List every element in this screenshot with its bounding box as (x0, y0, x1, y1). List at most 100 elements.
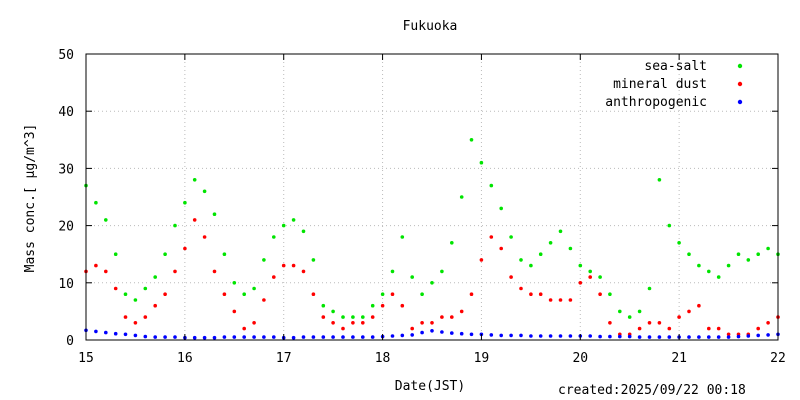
anthropogenic-point (697, 335, 701, 339)
sea_salt-point (173, 223, 177, 228)
mineral_dust-point (410, 326, 415, 331)
mineral_dust-series (84, 218, 780, 337)
mineral_dust-point (262, 298, 266, 302)
chart-title: Fukuoka (403, 19, 458, 34)
y-axis-label-group: Mass conc.[ μg/m^3] (23, 124, 38, 273)
anthropogenic-point (420, 330, 424, 335)
sea_salt-point (222, 252, 227, 256)
x-tick-label: 21 (671, 351, 687, 366)
anthropogenic-point (440, 330, 444, 334)
anthropogenic-point (529, 334, 533, 338)
sea_salt-point (598, 275, 602, 279)
sea_salt-point (380, 292, 385, 297)
mineral_dust-point (499, 246, 504, 251)
anthropogenic-point (321, 335, 326, 339)
anthropogenic-point (143, 334, 148, 339)
anthropogenic-point (608, 334, 612, 339)
mineral_dust-point (331, 321, 335, 325)
anthropogenic-point (262, 335, 266, 339)
mineral_dust-point (281, 263, 286, 268)
mineral_dust-point (726, 332, 731, 337)
y-tick-label: 0 (66, 334, 74, 349)
mineral_dust-point (509, 275, 513, 279)
sea_salt-point (104, 218, 108, 222)
y-tick-label: 30 (58, 162, 74, 177)
anthropogenic-point (499, 333, 504, 338)
anthropogenic-point (173, 335, 177, 339)
legend: sea-salt mineral dust anthropogenic (605, 59, 743, 110)
mineral_dust-point (361, 321, 365, 325)
anthropogenic-point (400, 333, 405, 338)
legend-marker-anthropogenic (737, 99, 743, 105)
mineral_dust-point (538, 292, 543, 297)
mineral_dust-point (400, 303, 405, 308)
x-tick-label: 17 (276, 351, 292, 366)
sea_salt-point (153, 275, 157, 279)
sea_salt-point (341, 315, 345, 319)
mineral_dust-point (222, 292, 227, 297)
mineral_dust-point (489, 235, 494, 239)
mineral_dust-point (469, 292, 474, 297)
anthropogenic-point (94, 329, 98, 334)
sea_salt-point (578, 263, 583, 268)
mineral_dust-point (766, 321, 770, 325)
mineral_dust-point (291, 263, 296, 268)
sea_salt-point (143, 286, 148, 291)
sea_salt-point (430, 281, 434, 285)
anthropogenic-point (459, 331, 464, 336)
y-tick-label: 10 (58, 277, 74, 292)
sea_salt-point (133, 298, 138, 302)
anthropogenic-point (538, 334, 543, 338)
mineral_dust-point (183, 246, 187, 251)
mineral_dust-point (657, 321, 662, 325)
sea_salt-point (183, 200, 187, 205)
anthropogenic-point (568, 334, 573, 338)
anthropogenic-point (232, 335, 237, 339)
anthropogenic-point (331, 335, 335, 339)
mineral_dust-point (163, 292, 167, 297)
anthropogenic-point (548, 334, 553, 338)
anthropogenic-point (627, 334, 632, 339)
mineral_dust-point (351, 321, 355, 325)
sea_salt-point (716, 275, 721, 279)
mineral_dust-point (608, 321, 612, 325)
anthropogenic-point (113, 331, 118, 336)
mineral_dust-point (232, 309, 237, 314)
anthropogenic-point (311, 335, 316, 339)
anthropogenic-point (756, 333, 760, 338)
sea_salt-point (242, 292, 246, 297)
sea_salt-point (232, 281, 237, 285)
mineral_dust-point (578, 281, 583, 285)
mineral_dust-point (568, 298, 573, 302)
anthropogenic-point (133, 333, 138, 338)
mineral_dust-point (143, 315, 148, 319)
mineral_dust-point (173, 269, 177, 274)
mineral_dust-point (598, 292, 602, 297)
sea_salt-point (113, 252, 118, 256)
anthropogenic-series (84, 328, 780, 340)
mineral_dust-point (242, 326, 246, 331)
mineral_dust-point (529, 292, 533, 297)
anthropogenic-point (637, 335, 642, 339)
sea_salt-point (627, 315, 632, 319)
grid (86, 54, 778, 340)
anthropogenic-point (351, 335, 355, 339)
mineral_dust-point (212, 269, 217, 274)
anthropogenic-point (716, 335, 721, 339)
mineral_dust-point (94, 263, 98, 268)
mineral_dust-point (370, 315, 375, 319)
anthropogenic-point (410, 333, 415, 337)
mineral_dust-point (123, 315, 128, 319)
anthropogenic-point (647, 335, 652, 339)
sea_salt-point (281, 223, 286, 228)
sea_salt-point (410, 275, 415, 279)
x-tick-label: 15 (78, 351, 94, 366)
sea_salt-point (331, 309, 335, 314)
anthropogenic-point (598, 334, 602, 339)
sea_salt-point (123, 292, 128, 297)
sea_salt-point (479, 160, 484, 165)
mineral_dust-point (697, 303, 701, 308)
mineral_dust-point (341, 326, 345, 331)
sea_salt-point (499, 206, 504, 211)
sea_salt-point (469, 138, 474, 142)
